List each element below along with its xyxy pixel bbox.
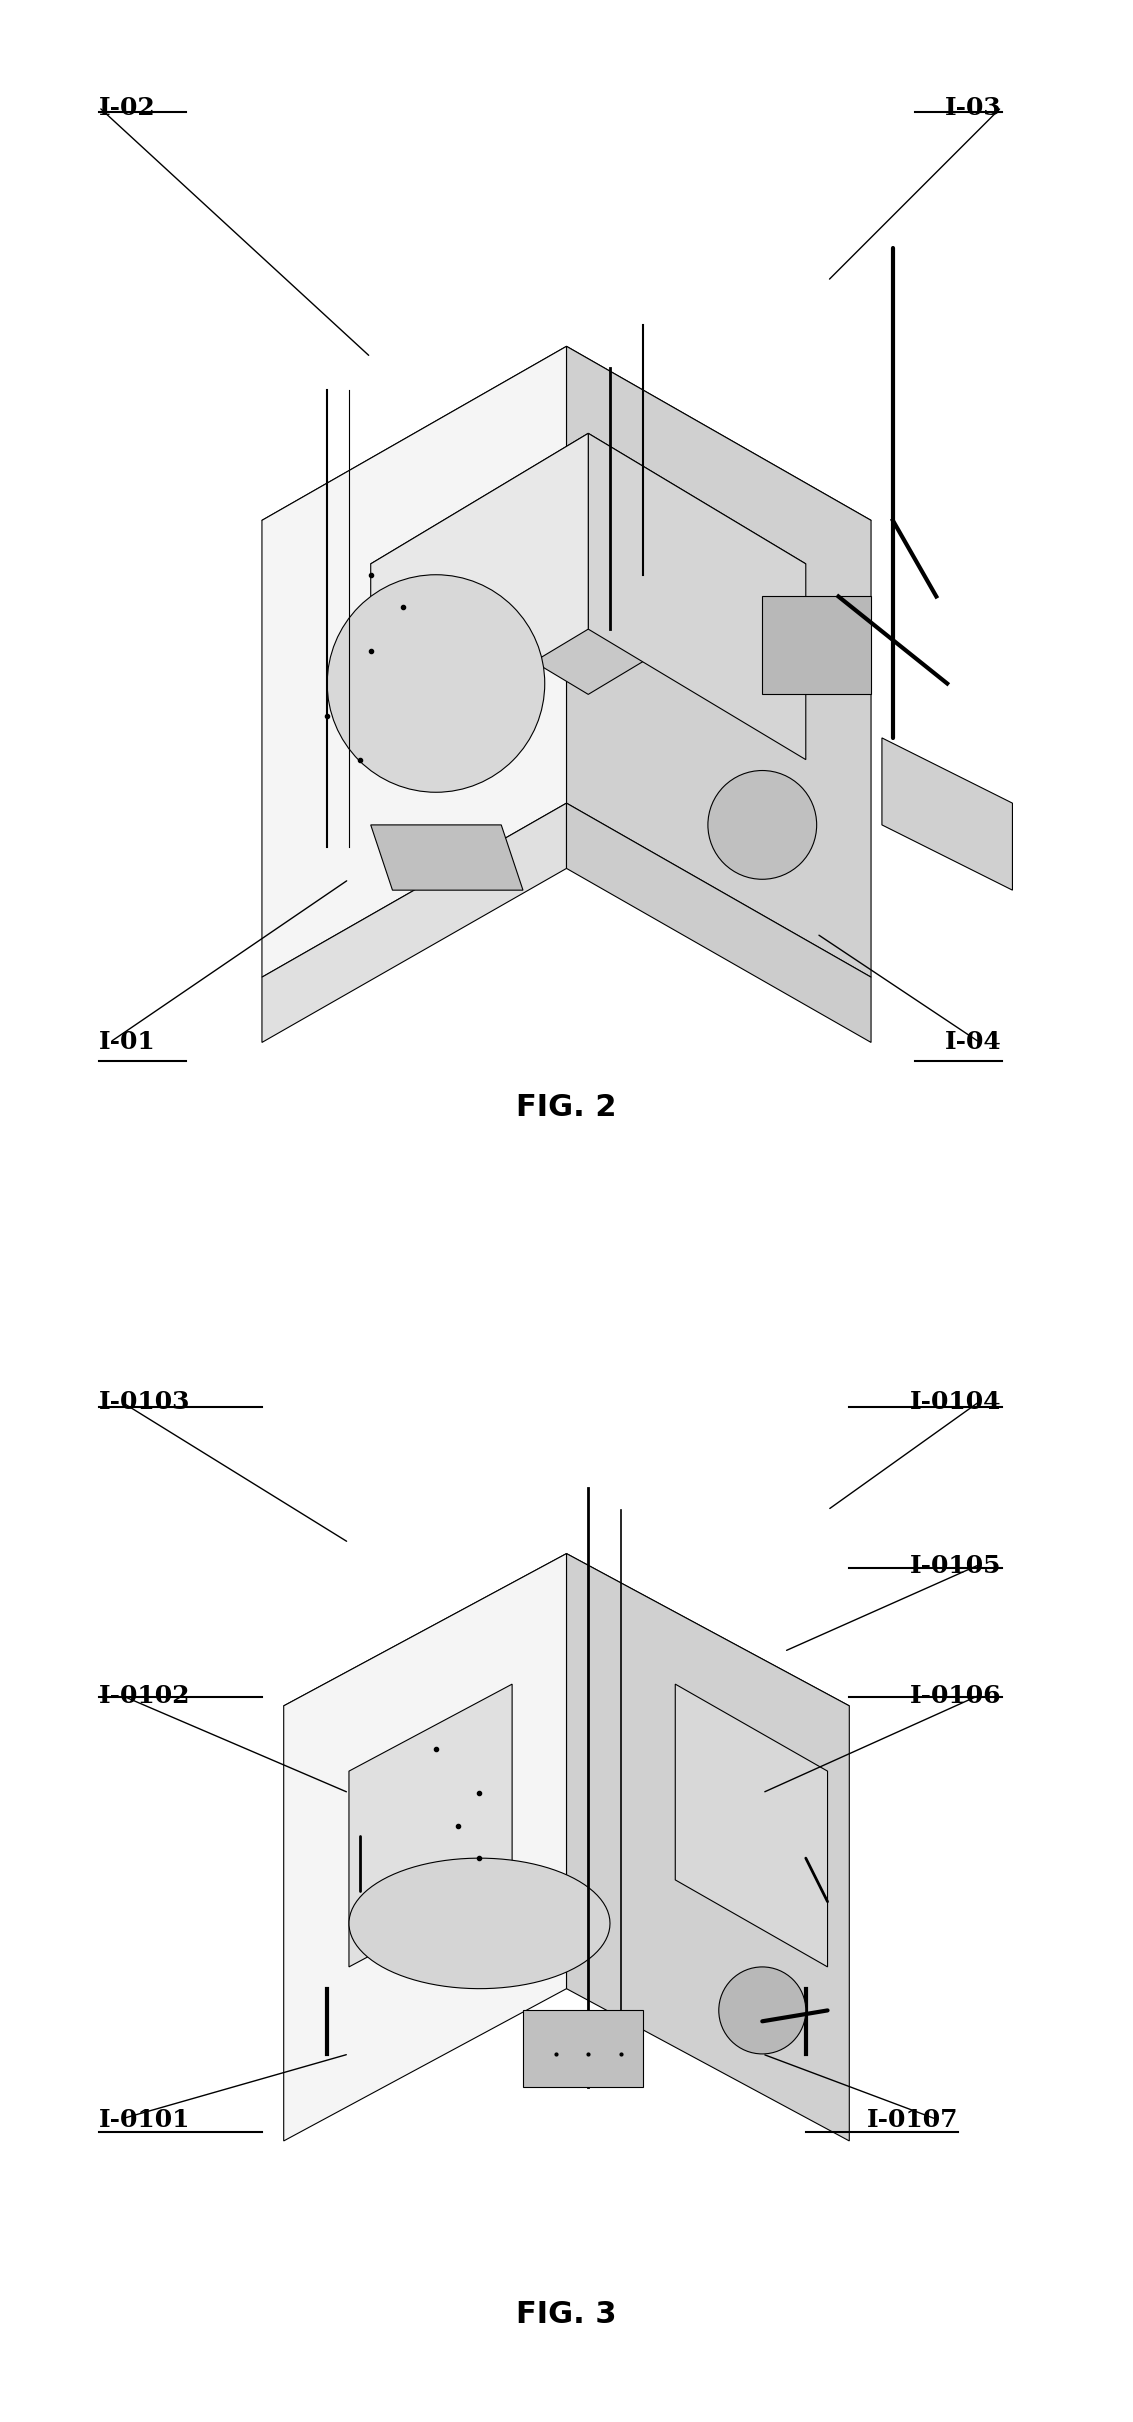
Text: I-01: I-01	[99, 1029, 155, 1054]
Text: I-04: I-04	[945, 1029, 1002, 1054]
Polygon shape	[566, 804, 871, 1041]
Polygon shape	[566, 346, 871, 976]
Bar	[523, 2010, 642, 2088]
Text: I-0107: I-0107	[867, 2107, 959, 2131]
Polygon shape	[349, 1683, 512, 1967]
Polygon shape	[283, 1553, 566, 2141]
Polygon shape	[262, 804, 566, 1041]
Polygon shape	[370, 434, 806, 695]
Polygon shape	[283, 1553, 850, 1858]
Polygon shape	[262, 346, 871, 695]
Polygon shape	[262, 346, 566, 976]
Text: I-0103: I-0103	[99, 1390, 190, 1414]
Circle shape	[718, 1967, 806, 2054]
Circle shape	[708, 770, 817, 879]
Polygon shape	[675, 1683, 827, 1967]
Text: I-0106: I-0106	[910, 1683, 1002, 1708]
Text: FIG. 3: FIG. 3	[517, 2301, 616, 2330]
Text: I-0104: I-0104	[910, 1390, 1002, 1414]
Circle shape	[327, 574, 545, 792]
Polygon shape	[370, 434, 588, 761]
Text: I-0102: I-0102	[99, 1683, 190, 1708]
Polygon shape	[566, 1553, 850, 2141]
Text: I-03: I-03	[945, 97, 1002, 121]
Text: I-0105: I-0105	[910, 1553, 1002, 1577]
Text: I-0101: I-0101	[99, 2107, 190, 2131]
Text: FIG. 2: FIG. 2	[517, 1092, 616, 1121]
Polygon shape	[881, 739, 1013, 891]
Text: I-02: I-02	[99, 97, 155, 121]
Polygon shape	[349, 1858, 610, 1988]
Bar	[763, 596, 871, 695]
Polygon shape	[370, 826, 523, 891]
Polygon shape	[588, 434, 806, 761]
